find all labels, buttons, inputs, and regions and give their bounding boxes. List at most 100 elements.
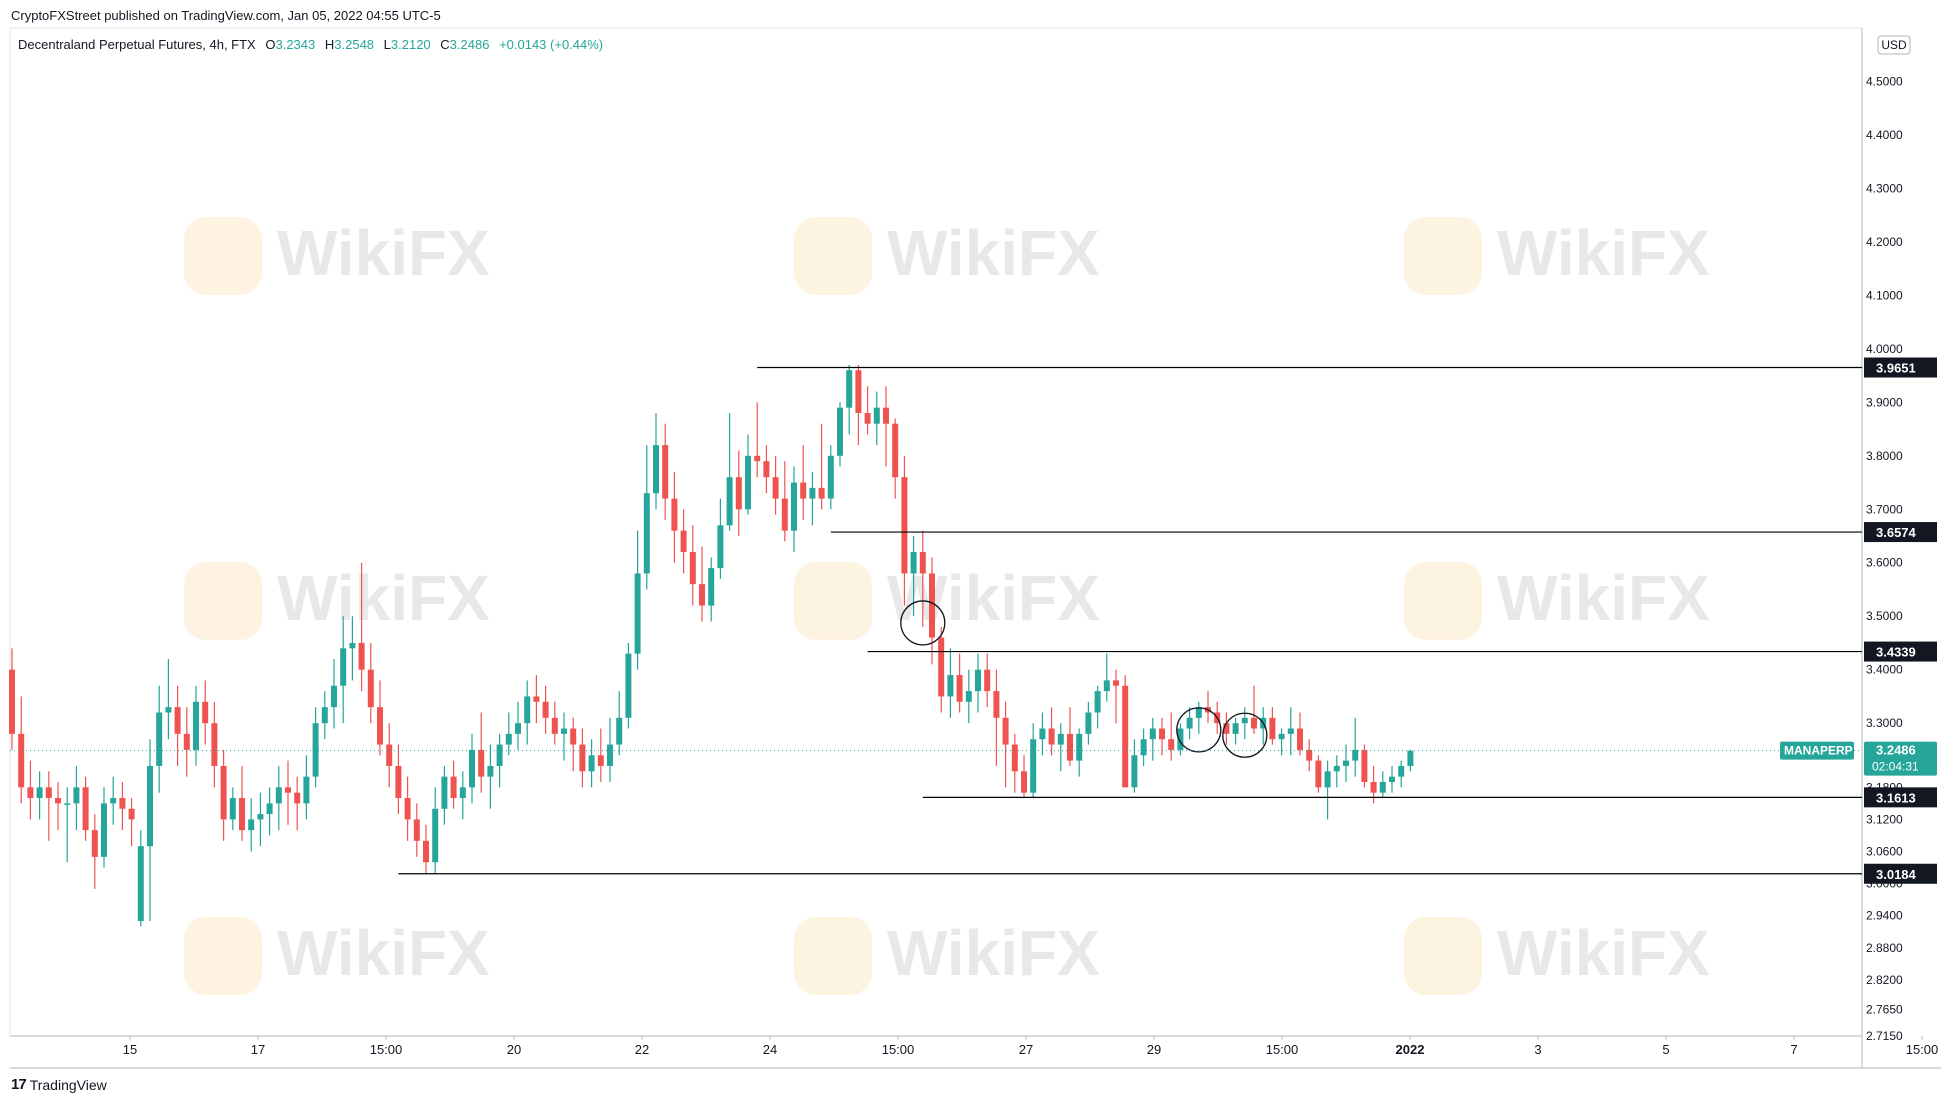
tradingview-logo[interactable]: 17 TradingView: [11, 1076, 107, 1093]
candle-body: [1379, 781, 1386, 793]
currency-label: USD: [1877, 35, 1911, 55]
watermark-7: WikiFX: [794, 917, 1100, 995]
candle-body: [441, 776, 448, 809]
candle-body: [1048, 728, 1055, 745]
candle-body: [855, 370, 862, 414]
watermark-5: WikiFX: [1404, 562, 1710, 640]
svg-text:WikiFX: WikiFX: [887, 217, 1100, 289]
candle-body: [303, 776, 310, 804]
candle-body: [579, 744, 586, 772]
candle-body: [147, 765, 153, 847]
level-tag: [1864, 357, 1937, 378]
x-tick-label: 17: [251, 1042, 265, 1057]
candle-body: [294, 792, 301, 804]
candle-body: [524, 696, 531, 724]
tradingview-icon: 17: [11, 1076, 27, 1093]
high-value: 3.2548: [334, 37, 375, 52]
candle-body: [809, 487, 816, 499]
candle-body: [892, 423, 899, 478]
open-value: 3.2343: [275, 37, 316, 52]
candle-body: [597, 755, 604, 766]
candle-body: [183, 733, 190, 750]
svg-text:WikiFX: WikiFX: [887, 562, 1100, 634]
y-tick-label: 3.0600: [1866, 845, 1903, 859]
last-price-tag: [1864, 741, 1937, 776]
symbol-description: Decentraland Perpetual Futures, 4h, FTX: [18, 37, 256, 52]
high-label: H: [324, 37, 335, 52]
level-tag: [1864, 522, 1937, 543]
candle-body: [975, 669, 981, 692]
tradingview-brand: TradingView: [29, 1076, 107, 1093]
levels-layer: [398, 366, 1862, 875]
y-tick-label: 4.3000: [1866, 181, 1903, 195]
y-tick-label: 2.9400: [1866, 909, 1903, 923]
level-tag: [1864, 787, 1937, 808]
candle-body: [229, 798, 236, 820]
svg-text:WikiFX: WikiFX: [1497, 562, 1710, 634]
symbol-legend: Decentraland Perpetual Futures, 4h, FTX …: [18, 37, 603, 52]
candle-body: [1076, 733, 1083, 761]
candle-body: [211, 723, 218, 766]
circles-layer: [900, 600, 1268, 758]
svg-text:WikiFX: WikiFX: [277, 217, 490, 289]
candle-body: [137, 846, 144, 922]
open-label: O: [265, 37, 276, 52]
level-tag-text: 3.0184: [1876, 867, 1917, 882]
candle-body: [689, 552, 696, 585]
last-price-text: 3.2486: [1876, 743, 1916, 758]
candle-body: [717, 525, 724, 569]
level-tag: [1864, 641, 1937, 662]
candle-body: [653, 445, 659, 494]
price-axis[interactable]: 4.5000 4.4000 4.3000 4.2000 4.1000 4.0000 3.90…: [1866, 74, 1903, 1043]
candle-body: [1398, 765, 1405, 777]
x-tick-label: 7: [1790, 1042, 1797, 1057]
low-circle: [1222, 712, 1268, 758]
candle-body: [469, 749, 475, 788]
level-tag-text: 3.9651: [1876, 361, 1916, 376]
candle-body: [570, 728, 577, 745]
candle-body: [1315, 760, 1322, 788]
candle-body: [1039, 728, 1046, 740]
candle-body: [220, 765, 227, 820]
candle-body: [1067, 733, 1073, 761]
candle-body: [1113, 680, 1119, 686]
candle-body: [1094, 691, 1101, 713]
candle-body: [873, 407, 880, 424]
y-tick-label: 4.0000: [1866, 342, 1903, 356]
candle-body: [27, 787, 34, 799]
candle-body: [1306, 749, 1313, 761]
candle-body: [588, 755, 595, 772]
symbol-tag-text: MANAPERP: [1784, 744, 1853, 758]
countdown-text: 02:04:31: [1872, 760, 1919, 774]
candle-body: [156, 712, 163, 766]
y-tick-label: 3.8000: [1866, 449, 1903, 463]
candle-body: [1177, 728, 1184, 750]
candle-body: [202, 701, 209, 724]
candle-body: [1030, 739, 1037, 793]
time-axis[interactable]: 15 17 15:00 20 22 24 15:00 27 29 15:00 2022 3 5 7 15:0…: [123, 1036, 1941, 1057]
candle-body: [1324, 771, 1331, 788]
candle-body: [1287, 728, 1294, 734]
low-circle: [900, 600, 946, 646]
y-tick-label: 2.8200: [1866, 973, 1903, 987]
svg-text:WikiFX: WikiFX: [1497, 917, 1710, 989]
candle-body: [643, 493, 650, 574]
low-value: 3.2120: [390, 37, 431, 52]
candle-body: [367, 669, 374, 708]
level-tag-text: 3.1613: [1876, 790, 1916, 805]
candle-body: [1021, 771, 1027, 793]
candle-body: [423, 840, 429, 863]
candle-body: [386, 744, 393, 766]
symbol-tag: [1780, 741, 1854, 760]
candle-body: [73, 787, 80, 804]
candle-body: [496, 744, 503, 766]
candle-body: [285, 787, 291, 793]
candle-body: [1352, 749, 1359, 761]
y-tick-label: 3.3000: [1866, 716, 1903, 730]
candle-body: [763, 461, 770, 478]
candle-body: [459, 787, 466, 799]
level-tag-text: 3.4339: [1876, 645, 1916, 660]
watermark-4: WikiFX: [794, 562, 1100, 640]
x-tick-label: 27: [1019, 1042, 1033, 1057]
